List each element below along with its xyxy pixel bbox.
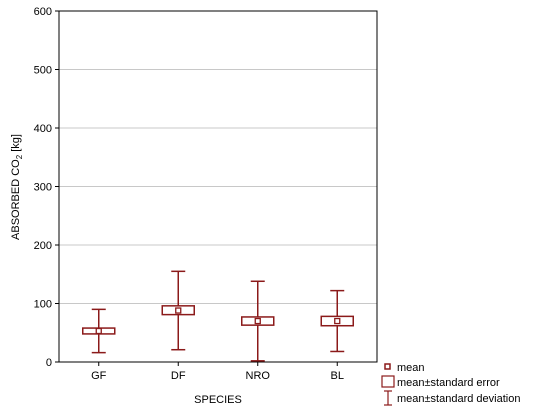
legend: mean mean±standard error mean±standard d… <box>381 362 520 406</box>
legend-se-icon <box>381 375 395 388</box>
y-axis: 0 100 200 300 400 500 600 <box>34 6 59 369</box>
y-tick-label-500: 500 <box>34 65 52 77</box>
legend-sd-icon <box>384 390 392 406</box>
gridlines <box>59 69 377 304</box>
x-tick-label-BL: BL <box>331 370 344 382</box>
y-tick-label-200: 200 <box>34 240 52 252</box>
y-tick-label-400: 400 <box>34 123 52 135</box>
y-tick-label-0: 0 <box>46 357 52 369</box>
y-axis-title-main: ABSORBED CO <box>10 159 22 240</box>
x-axis: GF DF NRO BL <box>91 362 344 382</box>
mean-marker-DF <box>175 307 182 314</box>
legend-mean-icon <box>384 363 391 370</box>
box-NRO <box>241 280 275 362</box>
mean-marker-GF <box>95 327 102 335</box>
legend-sd-label: mean±standard deviation <box>397 393 520 405</box>
box-GF <box>82 308 116 354</box>
y-tick-label-300: 300 <box>34 182 52 194</box>
box-DF <box>161 270 195 351</box>
plot-marks <box>82 270 354 362</box>
y-tick-label-600: 600 <box>34 6 52 18</box>
y-tick-label-100: 100 <box>34 299 52 311</box>
box-BL <box>320 289 354 353</box>
mean-marker-NRO <box>254 317 261 325</box>
y-axis-title-unit: [kg] <box>10 134 22 155</box>
legend-mean-label: mean <box>397 362 425 374</box>
y-axis-title-subscript: 2 <box>15 154 24 159</box>
x-tick-label-NRO: NRO <box>246 370 271 382</box>
x-tick-label-DF: DF <box>171 370 186 382</box>
y-axis-title: ABSORBED CO2 [kg] <box>10 134 24 240</box>
mean-marker-BL <box>334 317 341 325</box>
x-tick-label-GF: GF <box>91 370 107 382</box>
legend-se-label: mean±standard error <box>397 377 500 389</box>
x-axis-title: SPECIES <box>194 394 242 406</box>
